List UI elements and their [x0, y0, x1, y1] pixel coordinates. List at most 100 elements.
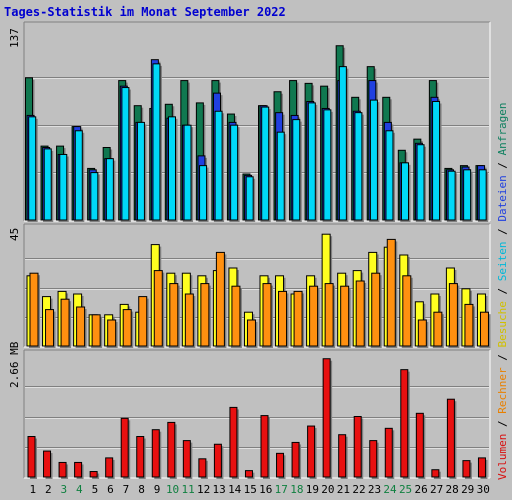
- bar-rechner-day-23: [371, 272, 382, 348]
- day-label: 7: [123, 483, 130, 496]
- y-max-label: 137: [8, 28, 21, 48]
- visits-panel: [23, 223, 491, 348]
- y-max-label: 45: [8, 228, 21, 241]
- bar-seiten-day-1: [28, 116, 38, 222]
- bar-rechner-day-11: [184, 293, 196, 348]
- bar-seiten-day-18: [292, 119, 302, 222]
- bar-volumen-day-18: [291, 441, 302, 479]
- bar-seiten-day-23: [369, 99, 380, 222]
- day-labels: 1 2 3 4 5 6 7 8 9 10 11 12 13 14 15 16 17 18 19 20 21 22 23 24 2…: [29, 483, 489, 496]
- panel-background: [24, 350, 490, 478]
- bar-seiten-day-4: [74, 130, 85, 222]
- day-label: 22: [352, 483, 365, 496]
- bar-seiten-day-28: [447, 170, 458, 222]
- legend-item: Dateien: [496, 175, 509, 221]
- day-label: 3: [61, 483, 68, 496]
- bar-seiten-day-21: [338, 66, 349, 222]
- bar-volumen-day-16: [260, 415, 270, 479]
- bar-volumen-day-13: [213, 443, 224, 479]
- bar-rechner-day-3: [60, 298, 72, 348]
- bar-volumen-day-14: [229, 406, 239, 479]
- bar-volumen-day-28: [446, 398, 457, 479]
- bar-seiten-day-14: [230, 124, 240, 222]
- bar-volumen-day-6: [105, 457, 115, 479]
- legend-item: Seiten: [496, 242, 509, 282]
- bar-seiten-day-20: [323, 109, 333, 222]
- bar-rechner-day-16: [262, 283, 273, 348]
- bar-rechner-day-28: [448, 283, 460, 348]
- day-label: 2: [45, 483, 52, 496]
- bar-rechner-day-29: [464, 303, 475, 348]
- day-label: 6: [107, 483, 114, 496]
- day-label: 30: [477, 483, 490, 496]
- bar-volumen-day-8: [136, 436, 146, 479]
- bar-seiten-day-3: [59, 153, 69, 222]
- bar-seiten-day-26: [416, 144, 427, 222]
- day-label: 27: [430, 483, 443, 496]
- y-axis-max-labels: 137 45 2.66 MB: [8, 28, 21, 388]
- volume-panel: [23, 349, 491, 479]
- requests-panel: [23, 21, 491, 223]
- bar-volumen-day-12: [198, 458, 208, 479]
- bar-rechner-day-7: [122, 309, 134, 348]
- day-label: 28: [446, 483, 459, 496]
- bar-rechner-day-19: [309, 285, 320, 348]
- bar-rechner-day-17: [278, 290, 289, 348]
- bar-volumen-day-11: [182, 440, 193, 479]
- bar-volumen-day-17: [276, 452, 286, 479]
- day-label: 10: [166, 483, 179, 496]
- bar-seiten-day-9: [152, 63, 162, 223]
- day-label: 17: [275, 483, 288, 496]
- chart-title: Tages-Statistik im Monat September 2022: [4, 5, 286, 19]
- day-label: 5: [92, 483, 99, 496]
- bar-volumen-day-15: [244, 470, 255, 479]
- bar-volumen-day-26: [415, 412, 426, 479]
- day-label: 23: [368, 483, 381, 496]
- bar-volumen-day-24: [384, 427, 395, 479]
- bar-rechner-day-6: [107, 319, 118, 348]
- y-max-label: 2.66 MB: [8, 341, 21, 388]
- bar-rechner-day-27: [433, 311, 444, 348]
- day-label: 13: [213, 483, 226, 496]
- day-label: 9: [154, 483, 161, 496]
- bar-seiten-day-15: [245, 176, 256, 222]
- day-label: 18: [290, 483, 303, 496]
- bar-volumen-day-9: [151, 429, 162, 479]
- bar-volumen-day-25: [400, 369, 410, 479]
- day-label: 8: [138, 483, 145, 496]
- day-label: 14: [228, 483, 242, 496]
- bar-rechner-day-30: [479, 311, 491, 348]
- bar-rechner-day-2: [45, 309, 56, 348]
- legend-item: /: [496, 222, 509, 242]
- bar-volumen-day-10: [167, 421, 177, 479]
- bar-seiten-day-24: [385, 130, 395, 222]
- bar-seiten-day-6: [105, 158, 116, 222]
- bar-rechner-day-14: [231, 285, 242, 348]
- bar-volumen-day-23: [369, 440, 379, 479]
- legend-item: /: [496, 155, 509, 175]
- day-label: 26: [414, 483, 427, 496]
- bar-rechner-day-21: [340, 285, 351, 348]
- bar-rechner-day-8: [138, 296, 149, 348]
- bar-seiten-day-2: [43, 148, 54, 222]
- bar-volumen-day-3: [58, 461, 69, 479]
- bar-seiten-day-30: [478, 169, 489, 222]
- day-label: 25: [399, 483, 412, 496]
- bar-rechner-day-22: [355, 280, 367, 348]
- bar-rechner-day-18: [293, 290, 305, 348]
- bar-rechner-day-5: [91, 314, 103, 348]
- bar-seiten-day-5: [90, 172, 100, 222]
- bar-seiten-day-7: [121, 87, 131, 222]
- bar-seiten-day-12: [199, 165, 209, 222]
- day-label: 1: [29, 483, 36, 496]
- bar-volumen-day-30: [477, 457, 488, 479]
- bar-seiten-day-8: [136, 121, 147, 222]
- bar-volumen-day-22: [353, 416, 364, 479]
- legend-item: /: [496, 281, 509, 301]
- bar-rechner-day-15: [246, 319, 258, 348]
- day-label: 16: [259, 483, 272, 496]
- day-label: 20: [321, 483, 334, 496]
- bar-seiten-day-19: [307, 102, 318, 222]
- legend-item: Rechner: [496, 367, 509, 414]
